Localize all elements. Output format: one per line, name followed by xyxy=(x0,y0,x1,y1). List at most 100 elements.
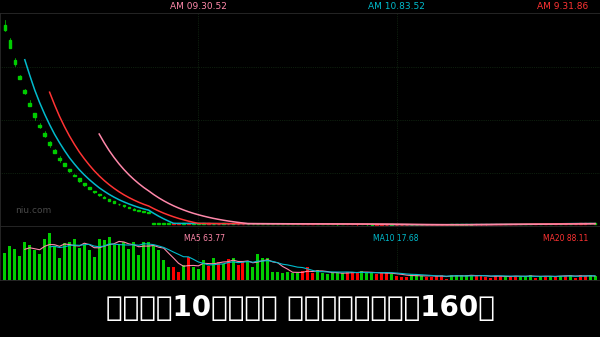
Bar xyxy=(534,278,537,280)
Bar xyxy=(316,270,319,280)
Bar xyxy=(103,196,106,198)
Bar xyxy=(23,90,26,93)
Bar xyxy=(137,210,140,211)
Bar xyxy=(435,276,438,280)
Bar xyxy=(370,273,373,280)
Text: AM 10.83.52: AM 10.83.52 xyxy=(368,2,424,11)
Bar xyxy=(266,258,269,280)
Bar xyxy=(53,150,56,153)
Bar xyxy=(554,277,557,280)
Bar xyxy=(376,274,379,280)
Bar xyxy=(43,133,46,136)
Bar xyxy=(222,223,224,224)
Bar xyxy=(390,274,393,280)
Bar xyxy=(395,276,398,280)
Bar xyxy=(167,267,170,280)
Bar xyxy=(519,277,522,280)
Bar xyxy=(514,276,517,280)
Bar xyxy=(584,276,587,280)
Bar xyxy=(365,273,368,280)
Bar xyxy=(157,250,160,280)
Bar xyxy=(122,205,125,207)
Bar xyxy=(28,103,31,106)
Bar xyxy=(73,175,76,176)
Bar xyxy=(118,245,121,280)
Bar xyxy=(172,267,175,280)
Bar xyxy=(83,245,86,280)
Bar xyxy=(167,223,170,224)
Bar xyxy=(148,212,150,213)
Bar xyxy=(564,276,567,280)
Bar xyxy=(4,253,7,280)
Bar xyxy=(236,265,239,280)
Bar xyxy=(277,223,279,224)
Bar xyxy=(8,40,11,48)
Bar xyxy=(177,272,180,280)
Bar xyxy=(78,248,81,280)
Bar xyxy=(247,261,250,280)
Bar xyxy=(574,278,577,280)
Bar xyxy=(306,267,309,280)
Bar xyxy=(524,276,527,280)
Bar xyxy=(559,276,562,280)
Bar xyxy=(415,275,418,280)
Bar xyxy=(98,194,101,195)
Bar xyxy=(207,266,210,280)
Bar xyxy=(137,255,140,280)
Bar xyxy=(68,169,71,172)
Bar xyxy=(445,279,448,280)
Bar xyxy=(475,276,478,280)
Bar xyxy=(28,245,31,280)
Bar xyxy=(464,275,467,280)
Bar xyxy=(281,273,284,280)
Bar xyxy=(484,277,487,280)
Bar xyxy=(440,275,443,280)
Bar xyxy=(385,272,388,280)
Bar xyxy=(544,276,547,280)
Bar xyxy=(262,223,264,224)
Bar xyxy=(58,258,61,280)
Bar xyxy=(271,272,274,280)
Bar xyxy=(13,249,16,280)
Bar xyxy=(4,25,7,30)
Bar xyxy=(262,258,264,280)
Bar xyxy=(549,276,552,280)
Bar xyxy=(192,267,195,280)
Text: niu.com: niu.com xyxy=(15,206,51,215)
Bar xyxy=(212,258,215,280)
Bar xyxy=(509,277,512,280)
Bar xyxy=(142,211,145,212)
Bar xyxy=(108,199,110,201)
Text: AM 09.30.52: AM 09.30.52 xyxy=(170,2,226,11)
Bar xyxy=(142,242,145,280)
Bar xyxy=(455,275,458,280)
Bar xyxy=(589,275,592,280)
Bar xyxy=(578,275,581,280)
Bar xyxy=(58,158,61,160)
Text: 年内首只10倍股诞生 正丹股份市值逼近160亿: 年内首只10倍股诞生 正丹股份市值逼近160亿 xyxy=(106,294,494,323)
Bar xyxy=(162,260,165,280)
Text: MA10 17.68: MA10 17.68 xyxy=(373,234,419,243)
Bar xyxy=(133,209,135,210)
Bar xyxy=(63,163,66,165)
Bar xyxy=(88,187,91,189)
Bar xyxy=(118,204,121,205)
Bar xyxy=(68,242,71,280)
Bar xyxy=(93,257,96,280)
Bar xyxy=(217,262,220,280)
Bar xyxy=(221,264,224,280)
Bar xyxy=(291,273,294,280)
Bar xyxy=(410,274,413,280)
Bar xyxy=(311,273,314,280)
Text: MA20 88.11: MA20 88.11 xyxy=(543,234,588,243)
Bar xyxy=(128,207,130,208)
Bar xyxy=(276,272,279,280)
Bar xyxy=(296,273,299,280)
Bar xyxy=(48,233,51,280)
Bar xyxy=(187,256,190,280)
Bar xyxy=(98,239,101,280)
Bar xyxy=(19,75,21,79)
Bar xyxy=(356,272,359,280)
Bar xyxy=(19,256,22,280)
Bar xyxy=(569,275,572,280)
